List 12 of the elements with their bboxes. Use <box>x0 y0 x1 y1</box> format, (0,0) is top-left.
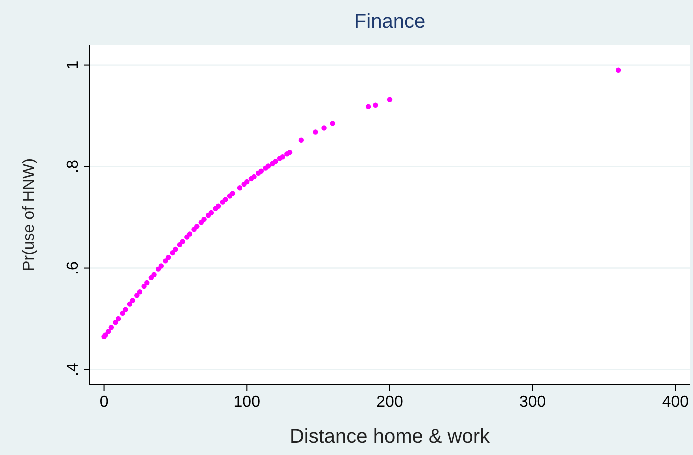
y-tick-label: .4 <box>65 363 82 376</box>
y-axis-title: Pr(use of HNW) <box>21 158 38 272</box>
x-axis-title: Distance home & work <box>290 426 492 448</box>
x-tick-label: 300 <box>520 394 546 411</box>
x-tick-label: 200 <box>376 394 404 411</box>
y-tick-label: .6 <box>65 262 82 275</box>
x-tick-label: 100 <box>234 394 261 411</box>
y-tick-label: .8 <box>65 160 82 174</box>
y-tick-label: 1 <box>65 60 82 70</box>
x-tick-label: 400 <box>662 394 690 411</box>
chart-title: Finance <box>354 11 426 33</box>
x-tick-label: 0 <box>100 394 109 411</box>
